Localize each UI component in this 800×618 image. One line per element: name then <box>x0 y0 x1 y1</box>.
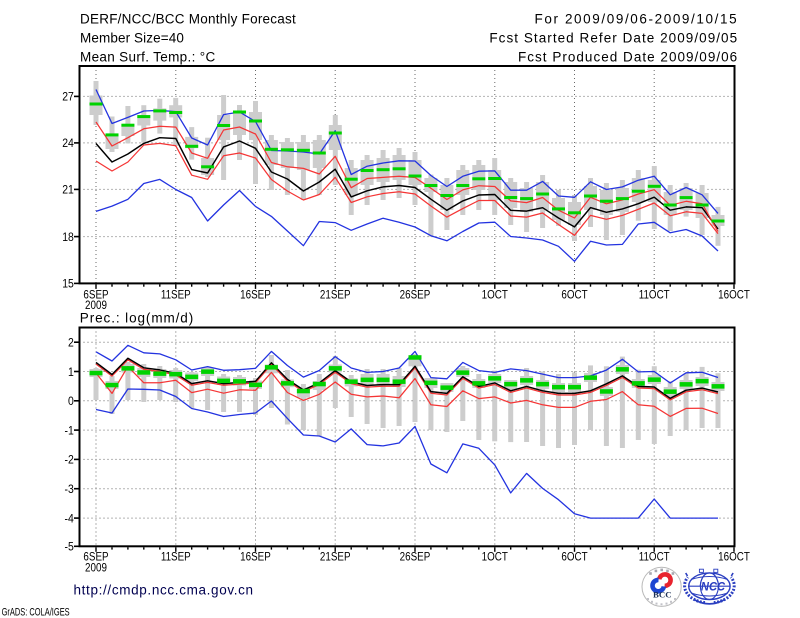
svg-text:11SEP: 11SEP <box>161 289 191 302</box>
svg-text:11SEP: 11SEP <box>161 551 191 564</box>
svg-text:1OCT: 1OCT <box>482 551 509 564</box>
svg-text:21SEP: 21SEP <box>320 551 351 564</box>
svg-text:BCC: BCC <box>653 589 672 599</box>
svg-text:2009: 2009 <box>85 299 107 312</box>
svg-text:11OCT: 11OCT <box>639 289 670 302</box>
svg-text:21: 21 <box>62 184 74 197</box>
svg-text:DERF/NCC/BCC Monthly Forecast: DERF/NCC/BCC Monthly Forecast <box>80 12 296 27</box>
svg-text:21SEP: 21SEP <box>320 289 351 302</box>
svg-text:http://cmdp.ncc.cma.gov.cn: http://cmdp.ncc.cma.gov.cn <box>74 583 254 598</box>
svg-text:1OCT: 1OCT <box>482 289 509 302</box>
svg-text:Fcst Produced Date 2009/09/06: Fcst Produced Date 2009/09/06 <box>518 50 738 65</box>
svg-text:6SEP: 6SEP <box>83 551 108 564</box>
svg-text:Mean Surf. Temp.: °C: Mean Surf. Temp.: °C <box>80 50 216 65</box>
svg-text:26SEP: 26SEP <box>400 289 431 302</box>
svg-text:2: 2 <box>68 337 74 350</box>
svg-text:NCC: NCC <box>701 581 726 593</box>
svg-text:Fcst Started Refer Date 2009/0: Fcst Started Refer Date 2009/09/05 <box>489 31 738 46</box>
svg-text:24: 24 <box>62 138 74 151</box>
svg-text:6OCT: 6OCT <box>561 289 588 302</box>
svg-text:18: 18 <box>62 231 74 244</box>
svg-text:11OCT: 11OCT <box>639 551 670 564</box>
svg-text:GrADS: COLA/IGES: GrADS: COLA/IGES <box>2 605 70 618</box>
svg-text:-5: -5 <box>65 541 74 554</box>
svg-text:16OCT: 16OCT <box>718 551 750 564</box>
svg-text:0: 0 <box>68 395 74 408</box>
svg-text:For 2009/09/06-2009/10/15: For 2009/09/06-2009/10/15 <box>535 12 739 27</box>
svg-text:Member Size=40: Member Size=40 <box>80 31 184 46</box>
svg-text:16OCT: 16OCT <box>718 289 750 302</box>
svg-text:26SEP: 26SEP <box>400 551 431 564</box>
svg-text:Prec.: log(mm/d): Prec.: log(mm/d) <box>80 311 194 326</box>
svg-text:16SEP: 16SEP <box>240 289 271 302</box>
svg-text:-2: -2 <box>65 454 74 467</box>
svg-text:6SEP: 6SEP <box>83 289 108 302</box>
svg-text:16SEP: 16SEP <box>240 551 271 564</box>
svg-text:6OCT: 6OCT <box>561 551 588 564</box>
svg-text:-3: -3 <box>65 483 74 496</box>
svg-text:15: 15 <box>62 278 74 291</box>
svg-text:-4: -4 <box>65 513 74 526</box>
svg-text:2009: 2009 <box>85 562 107 575</box>
svg-text:-1: -1 <box>65 425 74 438</box>
svg-text:27: 27 <box>62 91 74 104</box>
svg-text:1: 1 <box>68 366 74 379</box>
